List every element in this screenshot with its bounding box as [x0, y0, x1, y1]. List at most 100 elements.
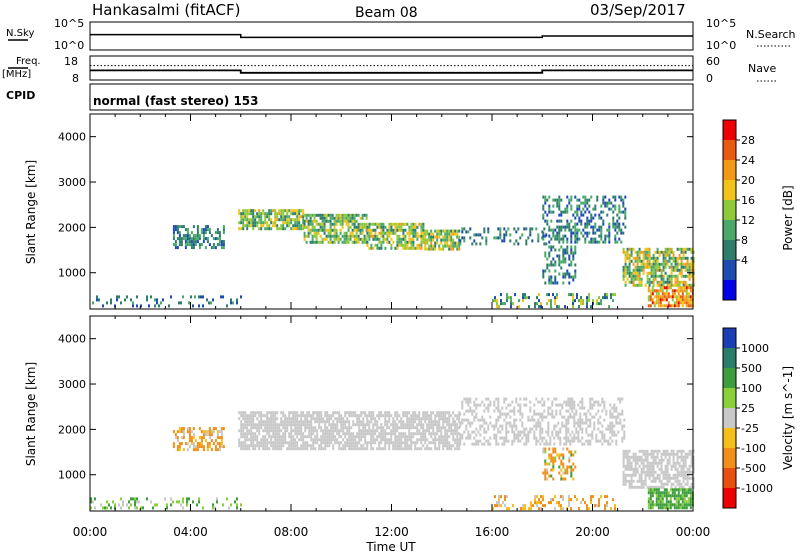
heat-cell — [390, 231, 393, 235]
heat-cell — [394, 231, 397, 235]
heat-cell — [368, 237, 371, 241]
heat-cell — [600, 237, 603, 241]
heat-cell — [336, 441, 339, 445]
heat-cell — [262, 221, 265, 225]
heat-cell — [599, 403, 602, 407]
heat-cell — [579, 415, 582, 419]
heat-cell — [618, 216, 621, 220]
heat-cell — [178, 243, 181, 247]
heat-cell — [286, 426, 289, 430]
heat-cell — [687, 295, 690, 299]
heat-cell — [398, 237, 401, 241]
heat-cell — [246, 432, 249, 436]
heat-cell — [584, 240, 587, 244]
heat-cell — [640, 455, 643, 459]
heat-cell — [634, 256, 637, 260]
heat-cell — [495, 406, 498, 410]
colorbar-frame — [722, 327, 737, 509]
heat-cell — [626, 253, 629, 257]
heat-cell — [677, 494, 680, 498]
heat-cell — [178, 234, 181, 238]
heat-cell — [572, 302, 574, 306]
heat-cell — [412, 231, 415, 235]
heat-cell — [640, 482, 643, 486]
heat-cell — [396, 426, 399, 430]
heat-cell — [649, 488, 652, 492]
heat-cell — [264, 438, 267, 442]
heat-cell — [324, 444, 327, 448]
heat-cell — [675, 503, 678, 507]
heat-cell — [598, 234, 601, 238]
heat-cell — [680, 470, 683, 474]
heat-cell — [384, 444, 387, 448]
heat-cell — [292, 212, 295, 216]
heat-cell — [328, 414, 331, 418]
heat-cell — [120, 301, 122, 305]
heat-cell — [613, 409, 616, 413]
heat-cell — [493, 436, 496, 440]
heat-cell — [558, 305, 560, 309]
heat-cell — [396, 234, 399, 238]
heat-cell — [444, 411, 447, 415]
heat-cell — [347, 213, 350, 217]
heat-cell — [446, 447, 449, 451]
heat-cell — [677, 298, 680, 302]
heat-cell — [597, 409, 600, 413]
heat-cell — [574, 299, 576, 303]
heat-cell — [624, 271, 627, 275]
heat-cell — [608, 201, 611, 205]
heat-cell — [636, 274, 639, 278]
heat-cell — [648, 250, 651, 254]
heat-cell — [410, 246, 413, 250]
heat-cell — [624, 280, 627, 284]
heat-cell — [615, 439, 618, 443]
heat-cell — [666, 458, 669, 462]
heat-cell — [614, 195, 617, 199]
heat-cell — [400, 435, 403, 439]
heat-cell — [356, 432, 359, 436]
y-tick-label-velocity: 2000 — [58, 423, 86, 436]
heat-cell — [402, 243, 405, 247]
heat-cell — [662, 274, 665, 278]
heat-cell — [654, 256, 657, 260]
heat-cell — [556, 198, 559, 202]
heat-cell — [634, 485, 637, 489]
heat-cell — [324, 411, 327, 415]
heat-cell — [374, 417, 377, 421]
heat-cell — [664, 452, 667, 456]
heat-cell — [670, 485, 673, 489]
heat-cell — [584, 210, 587, 214]
heat-cell — [452, 238, 455, 242]
heat-cell — [448, 417, 451, 421]
heat-cell — [632, 262, 635, 266]
heat-cell — [598, 213, 601, 217]
heat-cell — [424, 235, 427, 239]
heat-cell — [370, 243, 373, 247]
heat-cell — [517, 242, 520, 246]
heat-cell — [348, 429, 351, 433]
heat-cell — [599, 430, 602, 434]
freq-series-line — [90, 69, 693, 74]
heat-cell — [198, 246, 201, 250]
heat-cell — [268, 426, 271, 430]
heat-cell — [632, 277, 635, 281]
heat-cell — [362, 426, 365, 430]
heat-cell — [652, 277, 655, 281]
heat-cell — [507, 439, 510, 443]
heat-cell — [446, 432, 449, 436]
heat-cell — [412, 234, 415, 238]
heat-cell — [521, 412, 524, 416]
heat-cell — [156, 298, 158, 302]
heat-cell — [198, 243, 201, 247]
heat-cell — [533, 436, 536, 440]
heat-cell — [560, 225, 563, 229]
heat-cell — [674, 461, 677, 465]
heat-cell — [567, 400, 570, 404]
heat-cell — [672, 461, 675, 465]
freq-unit-label: [MHz] — [2, 69, 31, 80]
heat-cell — [448, 411, 451, 415]
heat-cell — [662, 482, 665, 486]
heat-cell — [250, 435, 253, 439]
heat-cell — [244, 414, 247, 418]
